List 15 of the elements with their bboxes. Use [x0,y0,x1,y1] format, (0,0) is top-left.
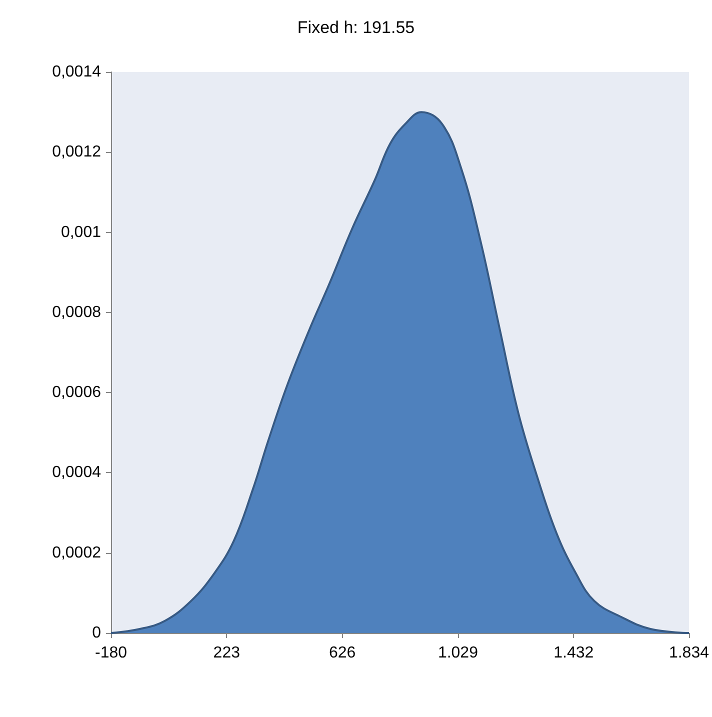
y-tick-label: 0,0004 [52,464,102,482]
y-tick-label: 0 [92,624,102,642]
y-tick-label: 0,0002 [52,544,102,562]
chart-title: Fixed h: 191.55 [297,18,415,37]
x-tick-label: 1.029 [438,644,478,662]
x-tick-label: 1.834 [668,644,710,662]
y-tick-label: 0,0012 [52,144,102,161]
y-tick-label: 0,0006 [52,384,102,402]
y-tick-label: 0,001 [60,224,102,241]
x-tick-label: 223 [213,644,240,662]
y-tick-label: 0,0008 [52,304,102,321]
x-tick-label: 626 [328,644,356,662]
x-tick-label: -180 [94,644,128,662]
x-tick-label: 1.432 [554,644,594,662]
y-tick-label: 0,0014 [52,64,102,80]
